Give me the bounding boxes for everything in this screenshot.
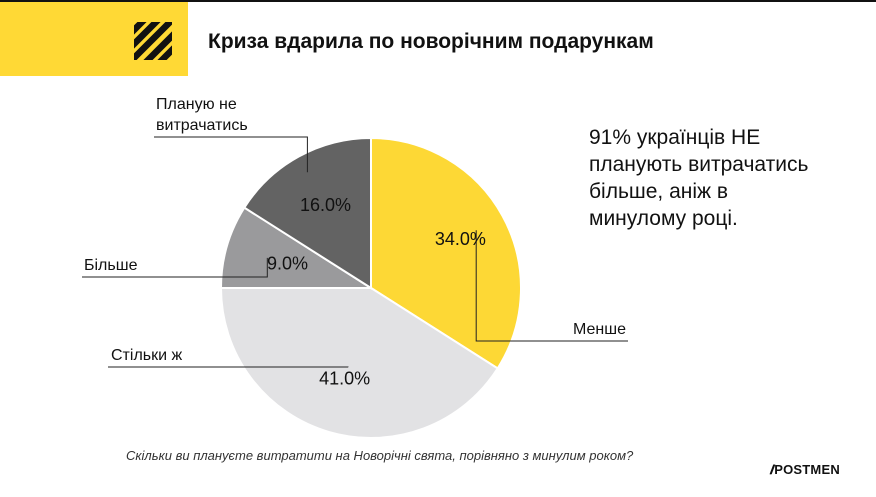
callout-line: більше, аніж в [589,180,729,203]
category-label: Більше [84,257,138,274]
callout-text: 91% українців НЕ планують витрачатись бі… [589,124,869,232]
top-border [0,0,876,2]
pie-slice-3 [219,206,375,289]
hatch-logo-icon [134,22,172,60]
leader-line [154,136,308,173]
category-label: Менше [573,321,626,338]
category-label-line: Планую не [156,96,237,113]
page-title: Криза вдарила по новорічним подарункам [208,30,654,53]
brand-slashes: // [770,462,775,477]
category-label-line: Стільки ж [111,347,182,364]
category-label: Стільки ж [111,347,182,364]
slice-value-label: 16.0% [300,195,351,215]
logo-block [0,2,188,76]
brand-logo: //POSTMEN [770,462,840,477]
brand-name: POSTMEN [774,462,840,477]
leader-line [82,257,268,278]
survey-question: Скільки ви плануєте витратити на Новоріч… [126,448,634,463]
callout-line: планують витрачатись [589,153,809,176]
callout-line: 91% українців НЕ [589,126,761,149]
category-label-line: Менше [573,321,626,338]
category-label: Планую не витрачатись [156,96,248,134]
slice-value-label: 34.0% [435,229,486,249]
category-label-line: Більше [84,257,138,274]
callout-line: минулому році. [589,207,738,230]
pie-slice-2 [219,287,500,439]
leader-line [475,230,628,342]
pie-slice-4 [242,136,372,290]
slice-value-label: 9.0% [267,254,308,274]
category-label-line: витрачатись [156,117,248,134]
slice-value-label: 41.0% [319,369,370,389]
